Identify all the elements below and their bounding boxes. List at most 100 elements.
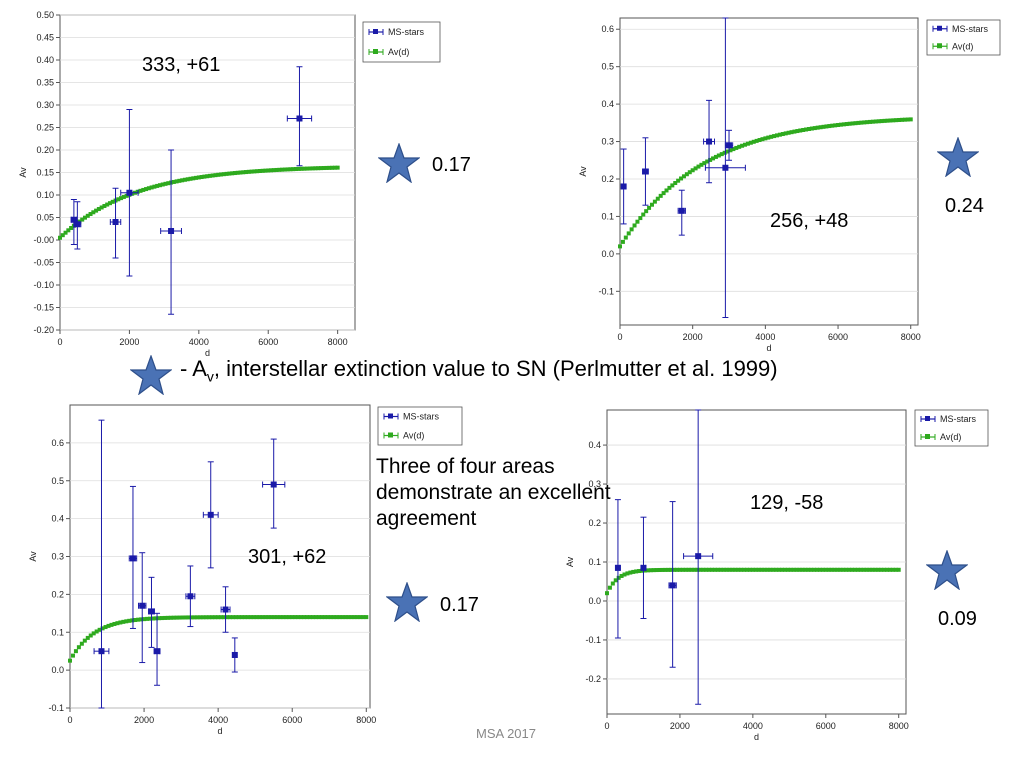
av-curve-point <box>783 131 788 136</box>
av-curve-point <box>58 235 62 240</box>
x-tick-label: 4000 <box>755 332 775 342</box>
av-curve-point <box>346 615 351 620</box>
av-curve-point <box>756 567 761 572</box>
av-curve-point <box>66 228 71 233</box>
y-tick-label: 0.5 <box>51 476 64 486</box>
av-curve-point <box>772 134 777 139</box>
av-curve-point <box>285 167 290 172</box>
av-curve-point <box>91 210 96 215</box>
av-curve-point <box>660 567 665 572</box>
x-tick-label: 0 <box>67 715 72 725</box>
av-curve-point <box>792 129 797 134</box>
x-tick-label: 6000 <box>816 721 836 731</box>
av-curve-point <box>647 205 652 210</box>
av-curve-point <box>750 567 755 572</box>
ms-star-point <box>98 648 105 655</box>
av-curve-point <box>166 181 171 186</box>
ms-star-point <box>706 138 713 145</box>
av-curve-point <box>809 126 814 131</box>
av-curve-point <box>791 567 796 572</box>
y-tick-label: 0.10 <box>36 190 54 200</box>
av-curve-point <box>821 124 826 129</box>
x-axis-label: d <box>766 343 771 353</box>
y-tick-label: 0.30 <box>36 100 54 110</box>
av-curve-point <box>322 615 327 620</box>
av-curve-point <box>106 623 111 628</box>
av-curve-point <box>687 170 692 175</box>
av-curve-point <box>637 569 642 574</box>
ms-star-point <box>187 593 194 600</box>
av-curve-point <box>316 166 321 171</box>
av-curve-point <box>704 567 709 572</box>
y-tick-label: 0.4 <box>51 514 64 524</box>
av-curve-point <box>631 569 636 574</box>
av-curve-point <box>820 567 825 572</box>
av-curve-point <box>109 622 114 627</box>
av-curve-point <box>204 615 209 620</box>
y-tick-label: 0.6 <box>51 438 64 448</box>
av-curve-point <box>858 567 863 572</box>
av-curve-point <box>202 174 207 179</box>
av-curve-point <box>696 164 701 169</box>
av-curve-point <box>288 167 293 172</box>
ms-star-point <box>270 481 277 488</box>
av-curve-point <box>870 567 875 572</box>
av-curve-point <box>241 170 246 175</box>
legend-entry: MS-stars <box>952 24 989 34</box>
av-curve-point <box>896 567 901 572</box>
av-curve-point <box>97 627 102 632</box>
av-curve-point <box>236 615 241 620</box>
av-curve-point <box>275 615 280 620</box>
av-curve-point <box>162 615 167 620</box>
av-curve-point <box>219 172 224 177</box>
av-curve-point <box>809 567 814 572</box>
x-tick-label: 4000 <box>743 721 763 731</box>
av-curve-point <box>801 127 806 132</box>
av-curve-point <box>748 140 753 145</box>
av-curve-point <box>274 167 279 172</box>
av-curve-point <box>94 629 99 634</box>
y-tick-label: -0.10 <box>33 280 54 290</box>
av-curve-point <box>69 226 74 231</box>
av-curve-point <box>112 621 117 626</box>
av-curve-point <box>116 197 121 202</box>
av-curve-point <box>105 202 110 207</box>
av-curve-point <box>905 117 910 122</box>
av-curve-point <box>673 181 678 186</box>
footer: MSA 2017 <box>476 726 536 741</box>
legend-entry: MS-stars <box>388 27 425 37</box>
caption: - Av, interstellar extinction value to S… <box>180 356 778 385</box>
av-curve-point <box>666 567 671 572</box>
av-curve-point <box>885 567 890 572</box>
av-curve-point <box>305 615 310 620</box>
av-curve-point <box>628 570 633 575</box>
av-curve-point <box>868 119 873 124</box>
av-curve-point <box>864 567 869 572</box>
av-curve-point <box>838 122 843 127</box>
av-curve-point <box>675 567 680 572</box>
av-curve-point <box>252 169 257 174</box>
av-curve-point <box>830 123 835 128</box>
av-curve-point <box>882 567 887 572</box>
y-tick-label: 0.2 <box>588 518 601 528</box>
y-tick-label: 0.1 <box>51 627 64 637</box>
av-curve-point <box>185 177 190 182</box>
av-curve-point <box>759 567 764 572</box>
av-curve-point <box>225 615 230 620</box>
av-curve-point <box>690 168 695 173</box>
av-curve-point <box>891 118 896 123</box>
av-curve-point <box>168 615 173 620</box>
av-curve-point <box>812 126 817 131</box>
av-curve-point <box>118 620 123 625</box>
av-curve-point <box>327 165 332 170</box>
y-tick-label: 0.0 <box>588 596 601 606</box>
av-curve-point <box>794 567 799 572</box>
av-curve-point <box>121 194 126 199</box>
av-curve-point <box>189 615 194 620</box>
av-curve-point <box>664 188 669 193</box>
av-curve-point <box>900 117 905 122</box>
av-curve-point <box>141 187 146 192</box>
ms-star-point <box>207 511 214 518</box>
av-curve-point <box>244 170 249 175</box>
av-curve-point <box>725 149 730 154</box>
